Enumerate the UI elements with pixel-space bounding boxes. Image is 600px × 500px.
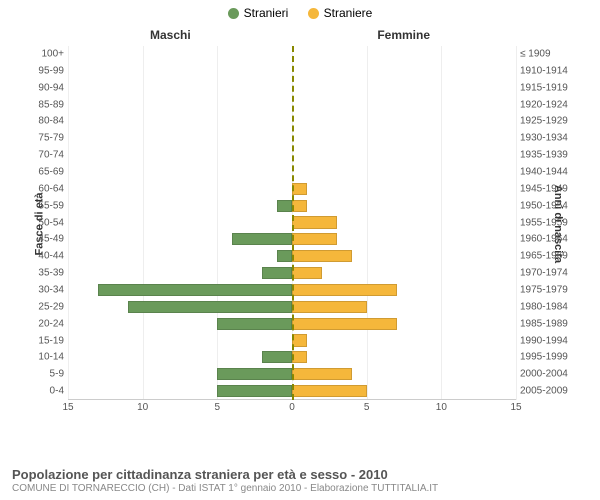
- legend-swatch-female: [308, 8, 319, 19]
- birth-year-label: 1910-1914: [520, 65, 580, 76]
- age-label: 75-79: [20, 133, 64, 144]
- legend-label-male: Stranieri: [244, 6, 289, 20]
- age-label: 10-14: [20, 352, 64, 363]
- bar-female: [292, 250, 352, 262]
- bar-female: [292, 233, 337, 245]
- column-title-right: Femmine: [377, 28, 430, 42]
- birth-year-label: 1995-1999: [520, 352, 580, 363]
- birth-year-label: 2005-2009: [520, 386, 580, 397]
- age-label: 15-19: [20, 335, 64, 346]
- bar-female: [292, 385, 367, 397]
- bar-male: [217, 385, 292, 397]
- age-label: 70-74: [20, 150, 64, 161]
- x-tick: 15: [62, 402, 73, 413]
- legend: Stranieri Straniere: [0, 0, 600, 24]
- bar-male: [128, 301, 292, 313]
- birth-year-label: 1925-1929: [520, 116, 580, 127]
- bar-female: [292, 183, 307, 195]
- age-label: 85-89: [20, 99, 64, 110]
- birth-year-label: 1930-1934: [520, 133, 580, 144]
- legend-item-female: Straniere: [308, 6, 373, 20]
- birth-year-label: 2000-2004: [520, 369, 580, 380]
- birth-year-label: 1950-1954: [520, 200, 580, 211]
- footer: Popolazione per cittadinanza straniera p…: [12, 467, 588, 494]
- footer-subtitle: COMUNE DI TORNARECCIO (CH) - Dati ISTAT …: [12, 483, 588, 494]
- age-label: 25-29: [20, 301, 64, 312]
- legend-item-male: Stranieri: [228, 6, 289, 20]
- age-label: 50-54: [20, 217, 64, 228]
- bar-female: [292, 301, 367, 313]
- birth-year-label: 1970-1974: [520, 268, 580, 279]
- birth-year-label: 1965-1969: [520, 251, 580, 262]
- birth-year-label: 1945-1949: [520, 183, 580, 194]
- age-label: 35-39: [20, 268, 64, 279]
- x-tick: 5: [215, 402, 221, 413]
- birth-year-label: 1990-1994: [520, 335, 580, 346]
- birth-year-label: 1920-1924: [520, 99, 580, 110]
- birth-year-label: 1960-1964: [520, 234, 580, 245]
- age-label: 80-84: [20, 116, 64, 127]
- birth-year-label: 1940-1944: [520, 166, 580, 177]
- age-label: 30-34: [20, 284, 64, 295]
- birth-year-label: 1985-1989: [520, 318, 580, 329]
- column-title-left: Maschi: [150, 28, 191, 42]
- bar-male: [98, 284, 292, 296]
- bar-male: [262, 351, 292, 363]
- birth-year-label: 1975-1979: [520, 284, 580, 295]
- center-axis-line: [292, 46, 294, 400]
- legend-label-female: Straniere: [324, 6, 373, 20]
- age-label: 65-69: [20, 166, 64, 177]
- age-label: 0-4: [20, 386, 64, 397]
- age-label: 100+: [20, 48, 64, 59]
- birth-year-label: 1935-1939: [520, 150, 580, 161]
- bar-female: [292, 334, 307, 346]
- x-tick: 10: [137, 402, 148, 413]
- x-tick: 15: [510, 402, 521, 413]
- age-label: 40-44: [20, 251, 64, 262]
- bar-male: [217, 318, 292, 330]
- birth-year-label: 1955-1959: [520, 217, 580, 228]
- age-label: 95-99: [20, 65, 64, 76]
- age-label: 5-9: [20, 369, 64, 380]
- bar-female: [292, 318, 397, 330]
- x-tick: 0: [289, 402, 295, 413]
- bar-male: [232, 233, 292, 245]
- birth-year-label: 1980-1984: [520, 301, 580, 312]
- bar-female: [292, 216, 337, 228]
- bar-female: [292, 284, 397, 296]
- legend-swatch-male: [228, 8, 239, 19]
- bar-female: [292, 200, 307, 212]
- plot: 100+≤ 190995-991910-191490-941915-191985…: [68, 46, 516, 400]
- age-label: 60-64: [20, 183, 64, 194]
- age-label: 20-24: [20, 318, 64, 329]
- footer-title: Popolazione per cittadinanza straniera p…: [12, 467, 588, 482]
- bar-male: [217, 368, 292, 380]
- bar-male: [262, 267, 292, 279]
- age-label: 55-59: [20, 200, 64, 211]
- birth-year-label: ≤ 1909: [520, 48, 580, 59]
- bar-male: [277, 200, 292, 212]
- age-label: 45-49: [20, 234, 64, 245]
- x-axis: 15105051015: [68, 402, 516, 416]
- bar-male: [277, 250, 292, 262]
- bar-female: [292, 351, 307, 363]
- age-label: 90-94: [20, 82, 64, 93]
- chart-area: Maschi Femmine Fasce di età Anni di nasc…: [20, 24, 580, 424]
- x-tick: 10: [436, 402, 447, 413]
- bar-female: [292, 267, 322, 279]
- birth-year-label: 1915-1919: [520, 82, 580, 93]
- bar-female: [292, 368, 352, 380]
- x-tick: 5: [364, 402, 370, 413]
